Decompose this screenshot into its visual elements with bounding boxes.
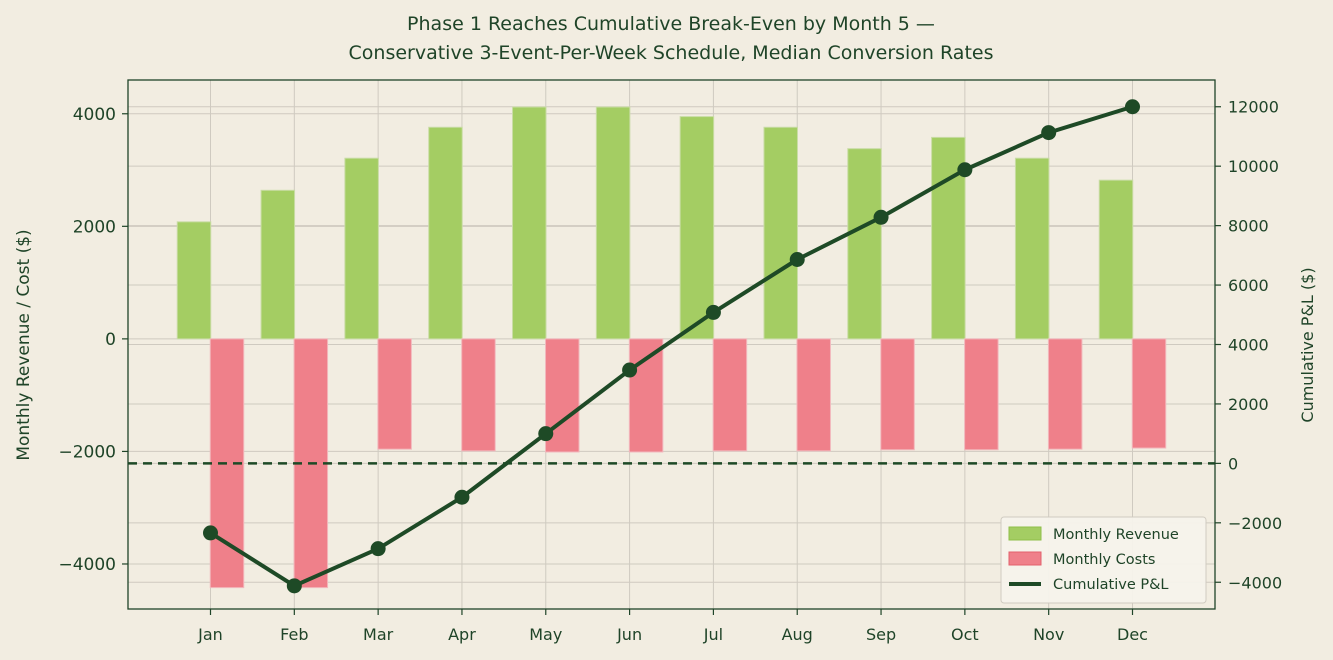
y2-tick-label: −4000: [1228, 573, 1282, 592]
cumulative-pl-point: [454, 489, 470, 505]
cumulative-pl-point: [705, 304, 721, 320]
cumulative-pl-point: [286, 578, 302, 594]
y-tick-label: −4000: [58, 555, 116, 575]
bar-cost: [964, 338, 999, 451]
x-tick-label: Aug: [782, 625, 813, 644]
bar-cost: [377, 338, 412, 450]
y2-tick-label: 12000: [1228, 98, 1279, 117]
y2-axis-label: Cumulative P&L ($): [1298, 267, 1317, 422]
y-tick-label: 4000: [73, 105, 116, 125]
x-tick-label: Jul: [703, 625, 723, 644]
legend-label: Monthly Revenue: [1053, 527, 1179, 543]
cumulative-pl-point: [1125, 99, 1140, 115]
legend-swatch: [1008, 526, 1042, 541]
chart-title-line-1: Phase 1 Reaches Cumulative Break-Even by…: [407, 13, 935, 35]
cumulative-line: [203, 99, 1140, 594]
cumulative-pl-point: [873, 209, 889, 225]
bar-revenue: [679, 116, 715, 340]
x-tick-label: May: [529, 625, 562, 644]
x-tick-label: Jan: [197, 625, 223, 644]
bar-revenue: [1098, 179, 1134, 340]
y-tick-label: −2000: [58, 442, 116, 462]
bar-revenue: [512, 106, 547, 340]
bar-cost: [1047, 338, 1083, 450]
legend: Monthly Revenue Monthly Costs Cumulative P…: [1000, 516, 1207, 604]
y2-tick-label: 6000: [1228, 276, 1269, 295]
bar-revenue: [595, 106, 631, 340]
bar-cost: [796, 338, 831, 452]
y-tick-label: 2000: [73, 217, 116, 237]
chart-title-line-2: Conservative 3-Event-Per-Week Schedule, …: [349, 42, 994, 64]
x-tick-label: Jun: [616, 625, 642, 644]
bar-cost: [712, 338, 748, 452]
y2-tick-label: 2000: [1228, 395, 1269, 414]
y2-tick-label: 10000: [1228, 157, 1279, 176]
cumulative-pl-line: [209, 104, 1134, 588]
x-tick-label: Mar: [363, 625, 394, 644]
bar-revenue: [1014, 157, 1050, 340]
legend-swatch: [1008, 551, 1042, 566]
y-axis-label: Monthly Revenue / Cost ($): [14, 229, 34, 460]
bar-revenue: [176, 221, 212, 340]
cumulative-pl-point: [789, 252, 805, 268]
legend-label: Monthly Costs: [1053, 552, 1155, 568]
cumulative-pl-point: [1041, 125, 1057, 141]
bar-cost: [1131, 338, 1167, 449]
bar-cost: [461, 338, 496, 452]
y2-tick-label: 4000: [1228, 336, 1269, 355]
legend-box: [1000, 516, 1207, 604]
bar-revenue: [428, 126, 463, 340]
bar-revenue: [847, 148, 882, 340]
cumulative-pl-point: [957, 162, 973, 178]
x-tick-label: Dec: [1117, 625, 1148, 644]
y-tick-label: 0: [105, 330, 116, 350]
x-tick-label: Nov: [1033, 625, 1064, 644]
bar-revenue: [260, 189, 296, 340]
bar-cost: [628, 338, 664, 453]
x-tick-label: Feb: [280, 625, 308, 644]
x-tick-label: Apr: [448, 625, 476, 644]
cumulative-pl-point: [370, 541, 386, 557]
axes: Jan Feb Mar Apr May Jun Jul Aug Sep Oct Nov Dec −400…: [58, 98, 1282, 644]
cumulative-pl-point: [622, 362, 638, 378]
y2-tick-label: −2000: [1228, 514, 1282, 533]
y2-tick-label: 0: [1228, 454, 1238, 473]
x-tick-label: Oct: [951, 625, 979, 644]
bar-cost: [880, 338, 915, 451]
legend-label: Cumulative P&L: [1053, 577, 1169, 593]
cumulative-pl-point: [203, 525, 218, 541]
bar-revenue: [344, 157, 379, 340]
x-tick-label: Sep: [866, 625, 896, 644]
cumulative-pl-point: [538, 426, 554, 442]
bar-revenue: [763, 126, 798, 340]
y2-tick-label: 8000: [1228, 217, 1269, 236]
